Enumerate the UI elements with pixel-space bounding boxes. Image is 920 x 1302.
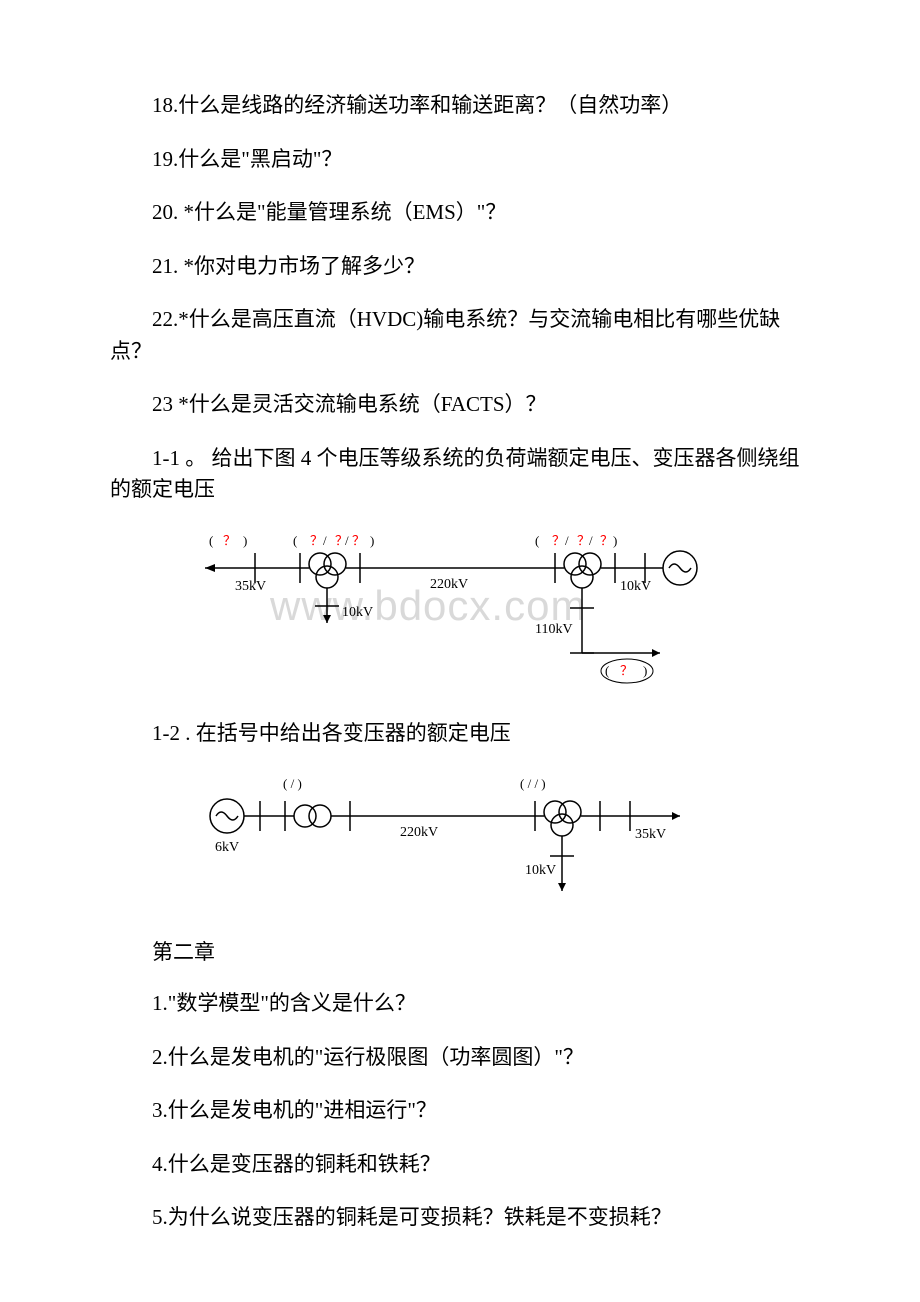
svg-text:220kV: 220kV	[400, 825, 438, 840]
c2-q1: 1."数学模型"的含义是什么？	[110, 988, 810, 1020]
q19: 19.什么是"黑启动"？	[110, 144, 810, 176]
svg-text:6kV: 6kV	[215, 840, 239, 855]
q18: 18.什么是线路的经济输送功率和输送距离？（自然功率）	[110, 90, 810, 122]
svg-text:): )	[643, 663, 647, 678]
svg-text:110kV: 110kV	[535, 622, 573, 637]
exercise-1-2-text: 1-2 . 在括号中给出各变压器的额定电压	[110, 718, 810, 750]
exercise-1-1-text: 1-1 。 给出下图 4 个电压等级系统的负荷端额定电压、变压器各侧绕组的额定电…	[110, 443, 810, 506]
c2-q4: 4.什么是变压器的铜耗和铁耗？	[110, 1149, 810, 1181]
svg-text:/: /	[589, 533, 593, 548]
svg-text:？: ？	[223, 533, 236, 548]
svg-text:10kV: 10kV	[525, 863, 556, 878]
c2-q2: 2.什么是发电机的"运行极限图（功率圆图）"？	[110, 1042, 810, 1074]
svg-text:？: ？	[620, 663, 633, 678]
c2-q5: 5.为什么说变压器的铜耗是可变损耗？铁耗是不变损耗？	[110, 1202, 810, 1234]
svg-text:？: ？	[352, 533, 365, 548]
c2-q3: 3.什么是发电机的"进相运行"？	[110, 1095, 810, 1127]
svg-text:( / ): ( / )	[283, 776, 302, 791]
svg-text:): )	[370, 533, 374, 548]
svg-text:35kV: 35kV	[635, 827, 666, 842]
svg-text:(: (	[535, 533, 539, 548]
svg-text:( / / ): ( / / )	[520, 776, 546, 791]
svg-text:(: (	[605, 663, 609, 678]
svg-text:/: /	[323, 533, 327, 548]
svg-text:/: /	[345, 533, 349, 548]
chapter-2-title: 第二章	[110, 936, 810, 966]
q23: 23 *什么是灵活交流输电系统（FACTS）？	[110, 389, 810, 421]
svg-text:(: (	[293, 533, 297, 548]
svg-text:？: ？	[310, 533, 323, 548]
diagram-1: ( ？ ) 35kV ( ？ / ？ / ？ ) 10kV 220kV ( ？ …	[205, 528, 810, 693]
svg-text:(: (	[209, 533, 213, 548]
svg-text:): )	[613, 533, 617, 548]
svg-text:10kV: 10kV	[620, 579, 651, 594]
svg-text:/: /	[565, 533, 569, 548]
svg-text:？: ？	[600, 533, 613, 548]
q22: 22.*什么是高压直流（HVDC)输电系统？与交流输电相比有哪些优缺点？	[110, 304, 810, 367]
svg-text:220kV: 220kV	[430, 577, 468, 592]
svg-text:): )	[243, 533, 247, 548]
svg-text:35kV: 35kV	[235, 579, 266, 594]
svg-text:？: ？	[552, 533, 565, 548]
diagram-2: 6kV ( / ) 220kV ( / / ) 35kV 10kV	[205, 771, 810, 901]
svg-text:10kV: 10kV	[342, 605, 373, 620]
q20: 20. *什么是"能量管理系统（EMS）"？	[110, 197, 810, 229]
q21: 21. *你对电力市场了解多少？	[110, 251, 810, 283]
